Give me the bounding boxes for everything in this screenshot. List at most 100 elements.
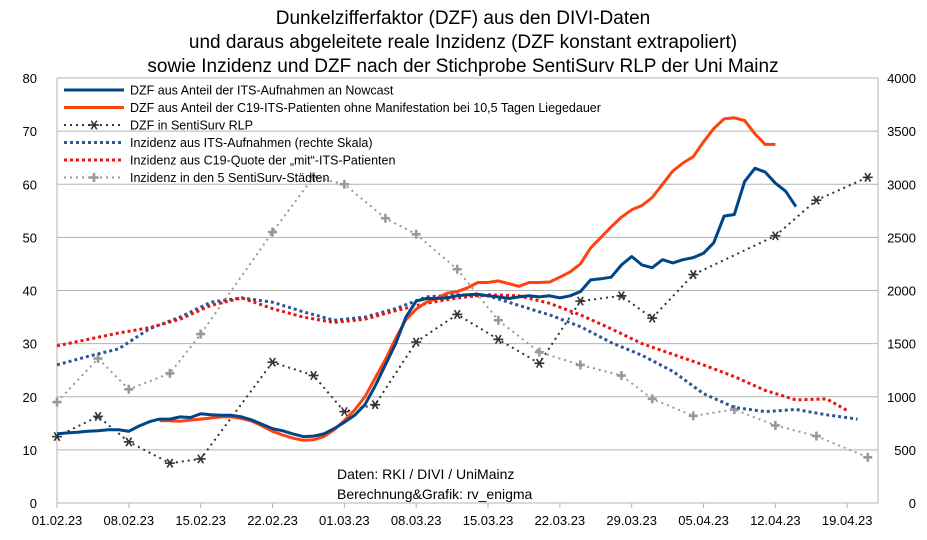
- right-tick-label-2500: 2500: [887, 230, 916, 245]
- series-2-point-10: [452, 309, 463, 320]
- left-tick-label-10: 10: [23, 443, 37, 458]
- series-5-point-0: [52, 397, 62, 407]
- legend-label-4: Inzidenz aus C19-Quote der „mit“-ITS-Pat…: [130, 154, 395, 168]
- series-5-point-7: [339, 179, 349, 189]
- series-2-point-14: [616, 291, 627, 301]
- series-2-point-15: [647, 313, 658, 323]
- series-2-point-17: [770, 231, 781, 241]
- x-tick-label-22.03.23: 22.03.23: [535, 513, 586, 528]
- series-2-point-8: [370, 400, 381, 410]
- series-2: [52, 172, 873, 468]
- legend-item-5: Inzidenz in den 5 SentiSurv-Städten: [64, 171, 329, 185]
- left-tick-label-20: 20: [23, 390, 37, 405]
- series-2-point-16: [688, 269, 699, 280]
- right-tick-label-1000: 1000: [887, 390, 916, 405]
- series-layer: [52, 116, 873, 468]
- series-2-point-5: [267, 357, 278, 367]
- x-axis-ticks: 01.02.23 08.02.23 15.02.23 22.02.23 01.03.23…: [32, 503, 873, 528]
- title-line-2: und daraus abgeleitete reale Inzidenz (D…: [189, 32, 737, 53]
- right-tick-label-1500: 1500: [887, 337, 916, 352]
- left-tick-label-80: 80: [23, 71, 37, 86]
- series-2-point-3: [164, 458, 175, 468]
- legend-label-0: DZF aus Anteil der ITS-Aufnahmen an Nowc…: [130, 84, 394, 98]
- series-5-point-20: [863, 452, 873, 462]
- series-5-point-19: [811, 431, 821, 441]
- series-2-point-4: [195, 454, 206, 464]
- series-5-point-4: [196, 329, 206, 339]
- x-tick-label-08.03.23: 08.03.23: [391, 513, 442, 528]
- series-5-point-12: [534, 347, 544, 357]
- annotation-data-source: Daten: RKI / DIVI / UniMainz: [337, 466, 514, 482]
- right-tick-label-3500: 3500: [887, 124, 916, 139]
- series-0: [56, 166, 798, 439]
- series-5-point-8: [380, 213, 390, 223]
- legend-label-5: Inzidenz in den 5 SentiSurv-Städten: [130, 171, 329, 185]
- series-2-point-9: [411, 337, 422, 347]
- series-2-point-18: [811, 195, 822, 205]
- x-tick-label-01.03.23: 01.03.23: [319, 513, 370, 528]
- series-2-point-2: [123, 437, 134, 447]
- series-2-point-1: [93, 411, 104, 422]
- series-2-point-7: [339, 406, 350, 417]
- right-tick-label-0: 0: [909, 496, 916, 511]
- series-5-point-13: [575, 360, 585, 370]
- right-tick-label-2000: 2000: [887, 284, 916, 299]
- left-tick-label-60: 60: [23, 177, 37, 192]
- series-5-point-14: [616, 371, 626, 380]
- title-line-1: Dunkelzifferfaktor (DZF) aus den DIVI-Da…: [276, 8, 651, 29]
- series-2-point-6: [308, 370, 319, 381]
- legend-marker-5: [89, 173, 99, 182]
- gridlines: [57, 77, 878, 504]
- series-2-point-13: [575, 296, 586, 306]
- legend-item-1: DZF aus Anteil der C19-ITS-Patienten ohn…: [64, 101, 601, 115]
- series-2-point-12: [534, 358, 545, 368]
- series-2-point-11: [493, 334, 504, 345]
- series-5-point-10: [452, 264, 462, 274]
- left-tick-label-50: 50: [23, 230, 37, 245]
- legend-marker-2: [89, 120, 99, 130]
- left-tick-label-40: 40: [23, 284, 37, 299]
- legend-item-0: DZF aus Anteil der ITS-Aufnahmen an Nowc…: [64, 84, 394, 98]
- series-5: [52, 172, 873, 462]
- legend-label-2: DZF in SentiSurv RLP: [130, 119, 253, 133]
- series-5-point-5: [268, 227, 278, 237]
- series-5-point-3: [165, 368, 175, 378]
- legend-item-2: DZF in SentiSurv RLP: [64, 119, 253, 133]
- legend-item-3: Inzidenz aus ITS-Aufnahmen (rechte Skala…: [64, 136, 372, 150]
- series-5-point-11: [493, 315, 503, 325]
- series-line-0: [56, 166, 798, 439]
- series-5-point-18: [770, 420, 780, 430]
- series-5-point-16: [688, 411, 698, 421]
- right-tick-label-4000: 4000: [887, 71, 916, 86]
- series-line-2: [56, 176, 869, 465]
- title-line-3: sowie Inzidenz und DZF nach der Stichpro…: [147, 56, 778, 77]
- series-2-point-19: [862, 172, 873, 183]
- left-tick-label-70: 70: [23, 124, 37, 139]
- series-5-point-15: [647, 394, 657, 404]
- x-tick-label-22.02.23: 22.02.23: [247, 513, 298, 528]
- series-5-point-2: [124, 384, 134, 394]
- x-tick-label-01.02.23: 01.02.23: [32, 513, 83, 528]
- x-tick-label-29.03.23: 29.03.23: [606, 513, 657, 528]
- x-tick-label-08.02.23: 08.02.23: [104, 513, 155, 528]
- x-tick-label-15.02.23: 15.02.23: [175, 513, 226, 528]
- right-tick-label-500: 500: [894, 443, 916, 458]
- left-tick-label-0: 0: [30, 496, 37, 511]
- series-4: [56, 293, 848, 412]
- x-tick-label-15.03.23: 15.03.23: [463, 513, 514, 528]
- annotation-author: Berechnung&Grafik: rv_enigma: [337, 486, 533, 502]
- left-axis-ticks: 0 10 20 30 40 50 60 70 80: [23, 71, 37, 511]
- legend: DZF aus Anteil der ITS-Aufnahmen an Nowc…: [64, 84, 601, 185]
- series-5-point-6: [309, 172, 319, 182]
- x-tick-label-19.04.23: 19.04.23: [822, 513, 873, 528]
- right-axis-ticks: 0 500 1000 1500 2000 2500 3000 3500 4000: [887, 71, 916, 511]
- axes: [56, 78, 879, 503]
- series-5-point-9: [411, 229, 421, 239]
- right-tick-label-3000: 3000: [887, 177, 916, 192]
- series-line-4: [56, 293, 848, 412]
- legend-label-3: Inzidenz aus ITS-Aufnahmen (rechte Skala…: [130, 136, 372, 150]
- x-tick-label-12.04.23: 12.04.23: [750, 513, 801, 528]
- series-5-point-1: [93, 354, 103, 363]
- x-tick-label-05.04.23: 05.04.23: [678, 513, 729, 528]
